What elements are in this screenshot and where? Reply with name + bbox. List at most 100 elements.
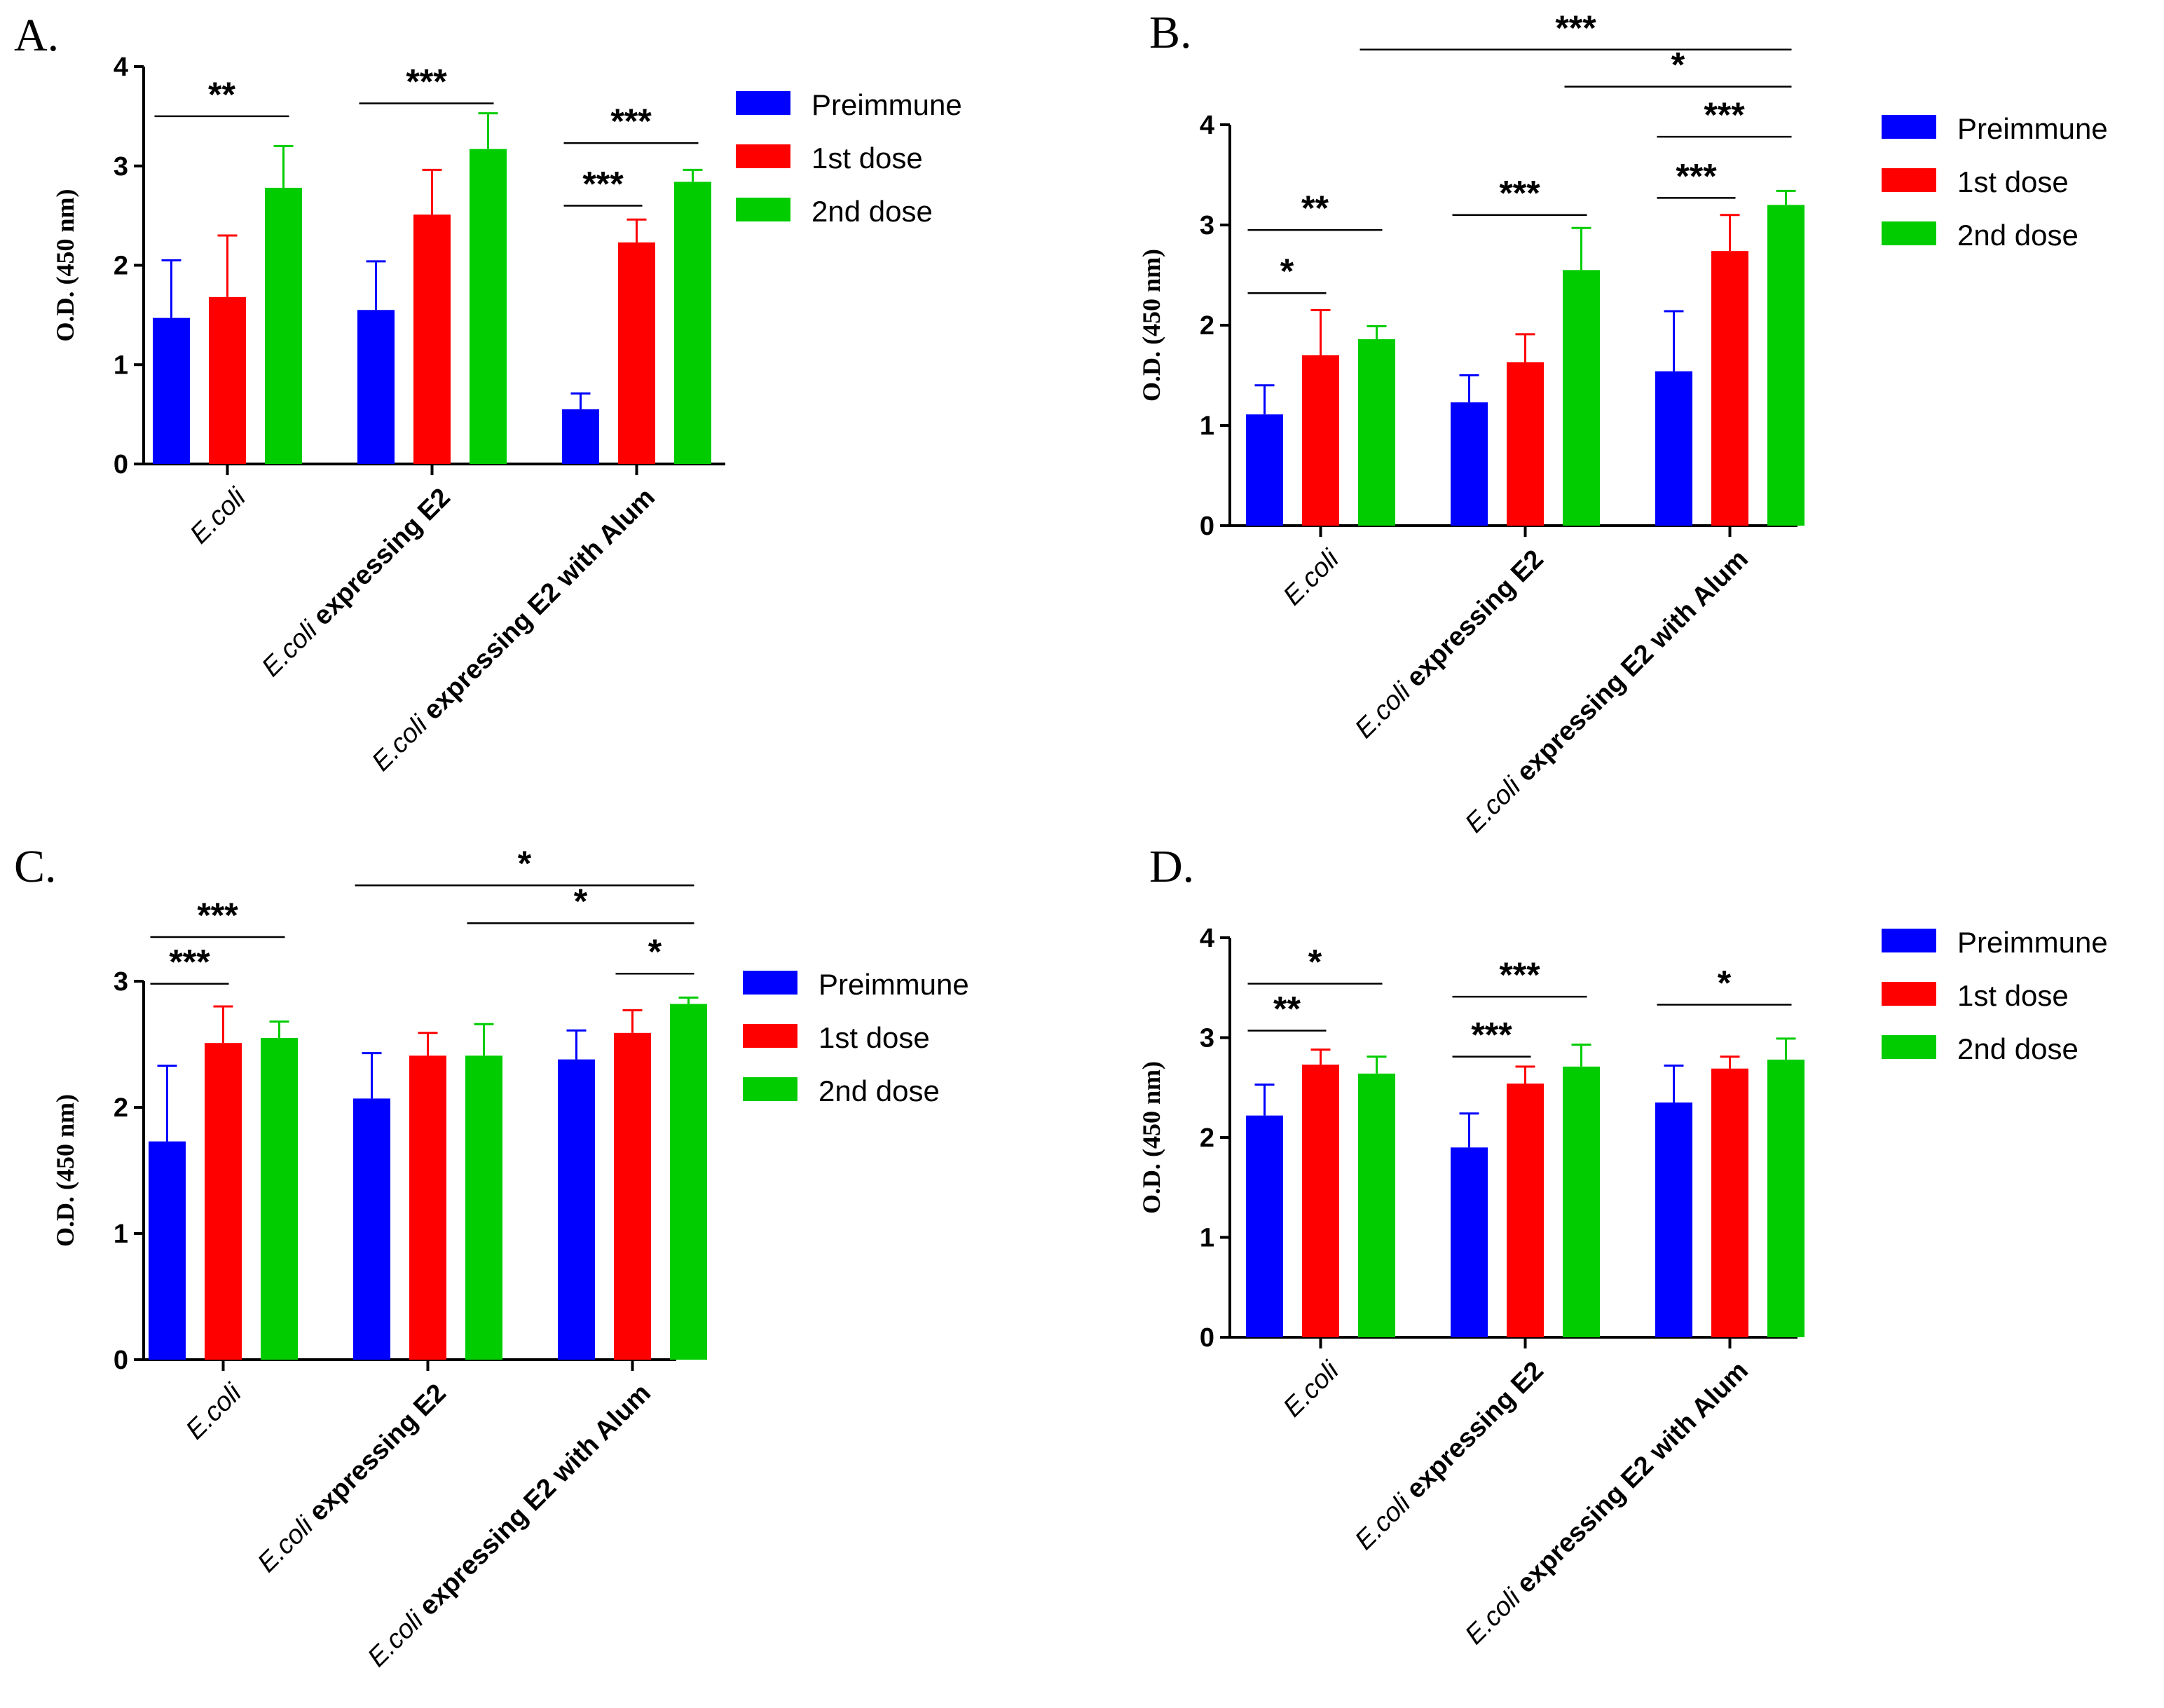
category-bold: expressing E2 [1395, 1356, 1549, 1510]
bar-2nd-dose [1767, 205, 1805, 526]
significance-label: ** [1301, 189, 1329, 228]
panel-label: B. [1149, 7, 1192, 58]
legend-label: Preimmune [812, 88, 962, 121]
bar-preimmune [1246, 414, 1283, 526]
bar-1st-dose [1711, 1068, 1748, 1337]
y-tick-label: 3 [114, 152, 128, 182]
bar-2nd-dose [465, 1055, 502, 1360]
category-bold: expressing E2 [302, 483, 456, 636]
bar-preimmune [1246, 1115, 1283, 1337]
x-category-label: E.coli expressing E2 [1350, 545, 1549, 744]
significance-label: * [574, 882, 588, 921]
significance-label: *** [1499, 955, 1540, 995]
bar-preimmune [357, 310, 395, 464]
panel-label: D. [1149, 841, 1194, 892]
y-tick-label: 3 [114, 967, 128, 997]
bar-1st-dose [1507, 362, 1544, 526]
bar-preimmune [562, 409, 599, 464]
significance-label: ** [1273, 990, 1301, 1029]
panel-label: A. [14, 10, 59, 61]
y-axis-title: O.D. (450 nm) [1137, 249, 1165, 402]
y-tick-label: 1 [1200, 411, 1214, 441]
y-tick-label: 1 [114, 350, 128, 380]
legend-swatch [736, 198, 790, 221]
x-category-label: E.coli expressing E2 [252, 1379, 452, 1578]
category-italic: E.coli [180, 1378, 248, 1446]
category-bold: expressing E2 [1395, 545, 1549, 698]
category-bold: expressing E2 with Alum [409, 1379, 657, 1627]
bar-2nd-dose [470, 149, 507, 464]
bar-2nd-dose [1563, 270, 1600, 526]
significance-label: *** [197, 896, 238, 935]
significance-label: *** [406, 62, 447, 101]
bar-preimmune [1655, 1102, 1692, 1337]
bar-1st-dose [413, 214, 451, 464]
bar-preimmune [149, 1141, 186, 1360]
y-tick-label: 4 [1200, 111, 1214, 140]
bar-2nd-dose [261, 1038, 298, 1360]
legend-label: 2nd dose [812, 195, 933, 228]
bar-1st-dose [1302, 355, 1339, 526]
x-category-label: E.coli [180, 1378, 248, 1446]
category-bold: expressing E2 with Alum [1506, 1356, 1754, 1604]
y-tick-label: 2 [1200, 1123, 1214, 1153]
category-bold: expressing E2 [298, 1379, 451, 1532]
bar-2nd-dose [1767, 1059, 1805, 1337]
legend-swatch [743, 1024, 797, 1048]
category-bold: expressing E2 with Alum [1506, 545, 1754, 793]
significance-label: *** [1676, 156, 1717, 196]
significance-label: *** [1471, 1016, 1512, 1055]
x-category-label: E.coli [184, 482, 252, 550]
legend-swatch [1882, 982, 1936, 1006]
legend-label: 1st dose [819, 1021, 930, 1054]
significance-label: * [1671, 46, 1685, 85]
bar-1st-dose [1302, 1064, 1339, 1337]
significance-label: ** [208, 75, 235, 114]
legend-swatch [736, 91, 790, 115]
bar-1st-dose [209, 296, 246, 464]
legend-swatch [1882, 1035, 1936, 1059]
y-tick-label: 0 [1200, 1323, 1214, 1353]
bar-1st-dose [618, 242, 655, 464]
legend-swatch [1882, 221, 1936, 245]
y-tick-label: 0 [114, 450, 128, 479]
significance-label: *** [1499, 174, 1540, 213]
significance-label: *** [582, 164, 624, 203]
significance-label: *** [169, 943, 210, 982]
x-category-label: E.coli expressing E2 [256, 483, 456, 683]
significance-label: * [518, 844, 532, 883]
significance-label: * [1718, 963, 1732, 1002]
significance-label: *** [1704, 95, 1745, 135]
y-tick-label: 2 [114, 1093, 128, 1123]
x-category-label: E.coli expressing E2 [1350, 1356, 1549, 1556]
legend-swatch [743, 1077, 797, 1101]
category-italic: E.coli [1278, 1355, 1345, 1423]
legend-label: 2nd dose [819, 1074, 940, 1107]
y-tick-label: 3 [1200, 211, 1214, 240]
bar-2nd-dose [1358, 1073, 1395, 1337]
x-category-label: E.coli [1278, 1355, 1345, 1423]
y-axis-title: O.D. (450 nm) [51, 1094, 79, 1247]
y-axis-title: O.D. (450 nm) [1137, 1061, 1165, 1214]
legend-swatch [1882, 115, 1936, 139]
bar-1st-dose [614, 1032, 651, 1360]
bar-1st-dose [205, 1043, 242, 1360]
legend-label: 1st dose [812, 142, 923, 175]
y-tick-label: 4 [114, 53, 128, 82]
y-tick-label: 1 [114, 1219, 128, 1249]
bar-preimmune [353, 1098, 390, 1360]
bar-preimmune [153, 317, 190, 464]
y-tick-label: 2 [114, 252, 128, 281]
y-tick-label: 0 [1200, 512, 1214, 541]
significance-label: * [648, 932, 662, 971]
y-tick-label: 4 [1200, 924, 1214, 953]
legend-swatch [743, 971, 797, 995]
legend-swatch [1882, 929, 1936, 952]
legend-label: Preimmune [1957, 926, 2108, 959]
significance-label: *** [1555, 8, 1596, 48]
panel-label: C. [14, 841, 57, 892]
legend-label: Preimmune [1957, 112, 2108, 145]
